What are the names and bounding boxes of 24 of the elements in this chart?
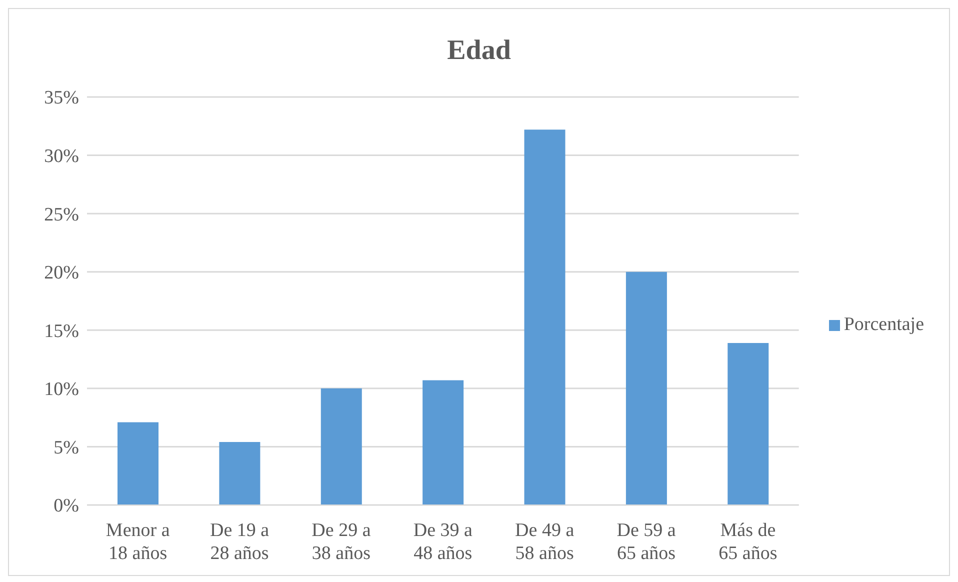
x-tick-label: Menor a 18 años [106,520,170,564]
y-tick-label: 20% [44,262,80,284]
bar [422,380,464,505]
chart-title: Edad [446,35,512,68]
bar [728,342,769,505]
y-tick-label: 25% [44,204,80,226]
bar [626,272,667,505]
x-tick-label: De 49 a 58 años [515,520,575,564]
y-tick-label: 5% [54,437,80,458]
x-tick-label: Más de 65 años [718,520,778,564]
y-tick-label: 35% [44,88,80,109]
x-tick-label: De 39 a 48 años [413,520,474,564]
bar [219,442,260,505]
y-tick-label: 0% [54,496,80,517]
bar [118,422,159,505]
x-tick-label: De 59 a 65 años [616,520,676,564]
x-tick-label: De 29 a 38 años [312,520,372,564]
bar [320,388,362,505]
y-tick-label: 10% [44,379,80,400]
legend-label: Porcentaje [844,314,924,335]
x-tick-label: De 19 a 28 años [210,520,270,564]
bar [524,130,566,505]
y-tick-label: 15% [44,320,80,342]
y-tick-label: 30% [44,146,80,168]
